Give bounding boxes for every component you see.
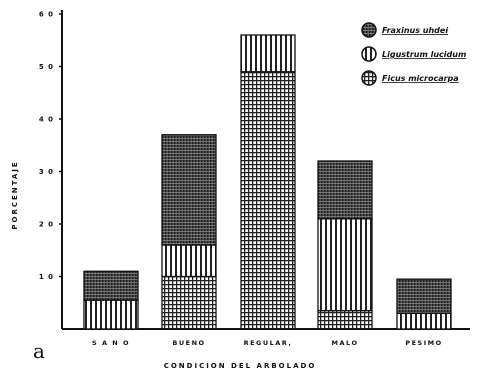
x-axis-title: CONDICION DEL ARBOLADO	[164, 362, 317, 370]
legend: Fraxinus uhdei Ligustrum lucidum Ficus mic…	[361, 22, 466, 86]
bar-segment	[161, 244, 217, 278]
bar-segment	[83, 270, 139, 301]
bar-segment	[240, 71, 296, 330]
bar-segment	[317, 218, 373, 312]
bar-segment	[317, 309, 373, 330]
y-tick-label: 6 0	[39, 11, 54, 19]
legend-swatch	[361, 46, 377, 62]
legend-label: Fraxinus uhdei	[382, 26, 448, 35]
bar-segment	[83, 299, 139, 330]
x-tick-label: PESIMO	[405, 339, 442, 347]
x-tick-label: REGULAR,	[244, 339, 293, 347]
bar-segment	[161, 134, 217, 246]
plot-ticks: 1 0 2 0 3 0 4 0 5 0 6 0 S A N O BUENO REGULAR, MA…	[39, 11, 442, 348]
bar-segment	[396, 312, 452, 330]
y-tick-label: 1 0	[39, 273, 54, 281]
y-tick-label: 2 0	[39, 221, 54, 229]
y-tick-label: 3 0	[39, 168, 54, 176]
x-tick-label: S A N O	[92, 339, 130, 347]
bar-segment	[240, 34, 296, 73]
panel-letter: a	[33, 339, 45, 363]
x-tick-label: MALO	[332, 339, 359, 347]
y-tick-label: 5 0	[39, 63, 54, 71]
x-tick-label: BUENO	[172, 339, 205, 347]
legend-swatch	[361, 22, 377, 38]
plot-bars	[83, 34, 452, 330]
y-tick-label: 4 0	[39, 116, 54, 124]
bar-segment	[317, 160, 373, 220]
legend-swatch	[361, 70, 377, 86]
y-axis-title: PORCENTAJE	[11, 160, 19, 229]
legend-label: Ligustrum lucidum	[382, 50, 466, 59]
bar-segment	[161, 275, 217, 330]
legend-label: Ficus microcarpa	[382, 74, 459, 83]
bar-segment	[396, 278, 452, 314]
